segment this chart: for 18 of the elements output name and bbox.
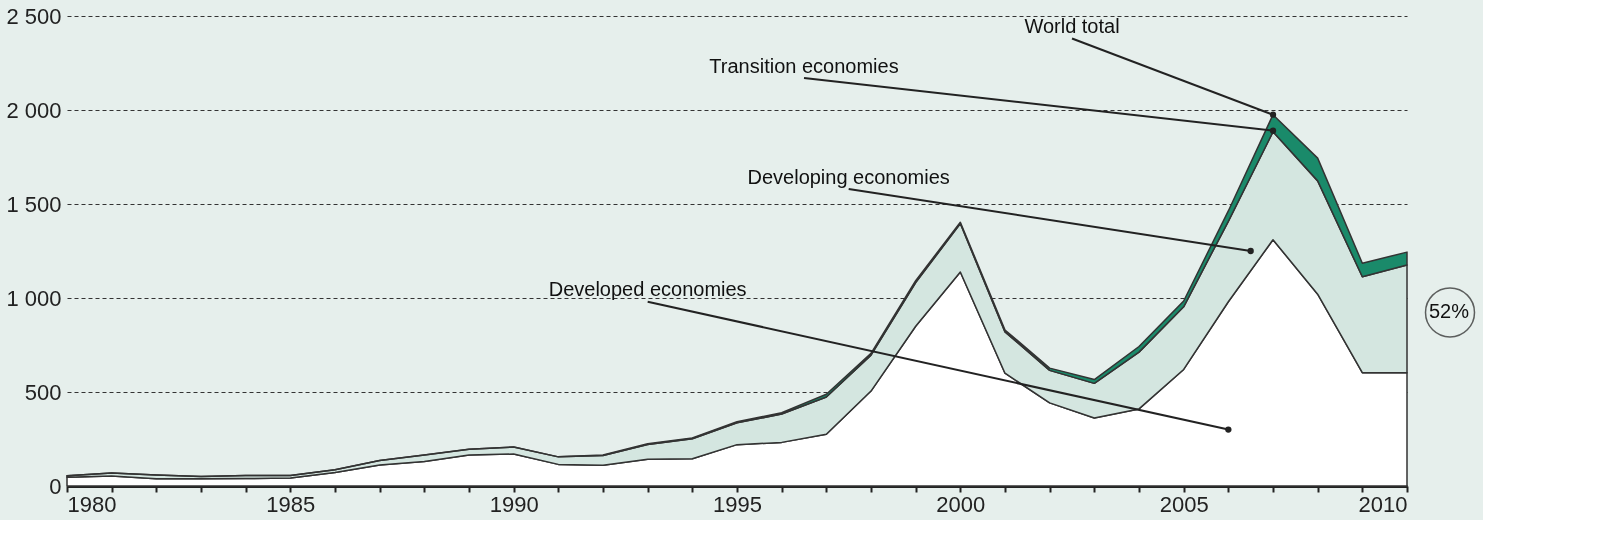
- annotation: Transition economies: [709, 54, 899, 77]
- x-tick-label: 2010: [1358, 491, 1408, 517]
- x-tick-label: 1980: [67, 491, 117, 517]
- x-tick-label: 2000: [936, 491, 986, 517]
- x-tick-label: 1985: [266, 491, 316, 517]
- annotation: Developing economies: [747, 165, 950, 188]
- annotation: World total: [1024, 15, 1120, 38]
- x-tick-label: 1995: [713, 491, 762, 517]
- y-tick-label: 500: [24, 379, 62, 405]
- y-tick-label: 1 500: [6, 191, 62, 217]
- y-tick-label: 2 500: [6, 3, 62, 29]
- x-tick-label: 2005: [1159, 491, 1209, 517]
- x-tick-label: 1990: [489, 491, 539, 517]
- y-tick-label: 1 000: [6, 285, 62, 311]
- y-tick-label: 2 000: [6, 97, 62, 123]
- annotation: Developed economies: [548, 278, 747, 301]
- y-tick-label: 0: [49, 473, 62, 499]
- text: 52%: [1429, 300, 1470, 323]
